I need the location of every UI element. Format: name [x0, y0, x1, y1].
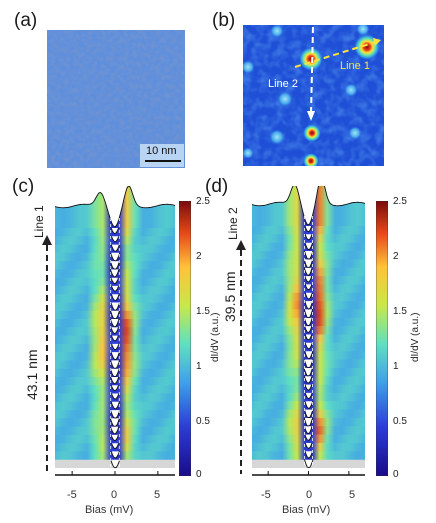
side-label-line1: Line 1 [32, 205, 46, 238]
topography-image [47, 30, 185, 168]
c-xtick-1: 0 [111, 489, 118, 501]
d-xtick-2: 5 [349, 489, 356, 501]
cb-d-tick-4: 0.5 [393, 416, 407, 427]
cb-d-tick-5: 0 [393, 469, 399, 480]
arrow-c [42, 235, 52, 473]
cb-d-tick-2: 1.5 [393, 306, 407, 317]
cb-c-tick-0: 2.5 [196, 196, 210, 207]
arrow-d [236, 240, 246, 474]
cb-d-tick-1: 2 [393, 251, 399, 262]
cb-d-tick-3: 1 [393, 361, 399, 372]
impurity-spots [243, 25, 380, 166]
colorbar-d [376, 201, 388, 476]
d-xtick-1: 0 [306, 489, 313, 501]
scalebar-line [145, 160, 181, 162]
cb-c-tick-2: 1.5 [196, 306, 210, 317]
cb-c-tick-1: 2 [196, 251, 202, 262]
scalebar-label: 10 nm [146, 145, 177, 157]
didv-map-image [243, 25, 384, 166]
d-xlabel: Bias (mV) [282, 504, 331, 516]
cb-c-tick-3: 1 [196, 361, 202, 372]
stacked-spectra-c [55, 186, 175, 476]
stacked-spectra-d [252, 186, 365, 476]
line1-path [294, 40, 380, 68]
cb-d-tick-0: 2.5 [393, 196, 407, 207]
c-spectrum-fill-0 [55, 186, 175, 228]
distance-label-c: 43.1 nm [24, 349, 40, 400]
panel-label-d: (d) [205, 176, 229, 197]
c-spectrum-line-0 [55, 186, 175, 228]
line1-label: Line 1 [340, 60, 370, 72]
c-xtick-0: -5 [67, 489, 77, 501]
colorbar-c [179, 201, 191, 476]
line2-label: Line 2 [268, 78, 298, 90]
d-spectrum-fill-0 [252, 186, 365, 226]
side-label-line2: Line 2 [226, 207, 240, 240]
cb-c-title: dI/dV (a.u.) [210, 312, 221, 362]
panel-label-a: (a) [14, 10, 38, 31]
d-spectrum-line-0 [252, 186, 365, 226]
panel-label-b: (b) [212, 10, 236, 31]
line2-path [310, 26, 314, 114]
c-spectrum-fill-4 [55, 229, 175, 262]
cb-c-tick-5: 0 [196, 469, 202, 480]
c-xtick-2: 5 [154, 489, 161, 501]
cb-d-title: dI/dV (a.u.) [410, 312, 421, 362]
d-xtick-0: -5 [261, 489, 271, 501]
c-spectrum-fill-29 [55, 436, 175, 468]
c-spectrum-fill-3 [55, 220, 175, 253]
panel-label-c: (c) [12, 176, 35, 197]
cb-c-tick-4: 0.5 [196, 416, 210, 427]
c-xlabel: Bias (mV) [85, 504, 134, 516]
